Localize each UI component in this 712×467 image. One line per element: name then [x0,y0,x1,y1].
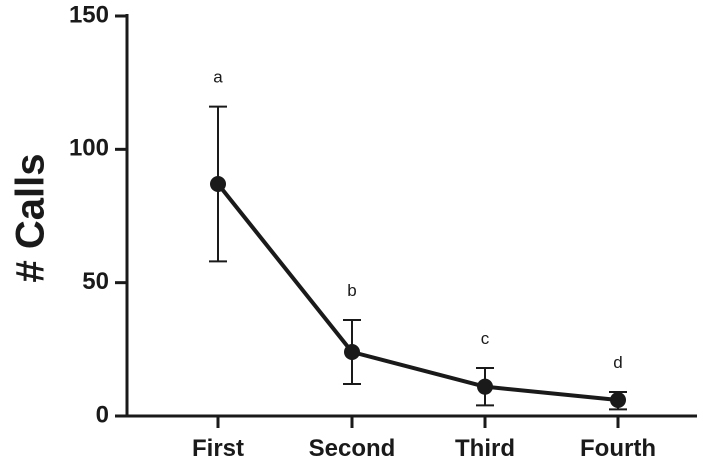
x-tick-label: First [192,435,244,462]
data-point [210,176,226,192]
series-line [216,182,619,402]
data-point [477,378,493,395]
y-tick-label: 100 [69,135,109,162]
axes: 0 50 100 150 First Second Third Fourth [69,1,697,462]
significance-label: d [613,353,622,372]
y-axis-label: # Calls [9,154,53,283]
x-tick-label: Fourth [580,435,656,462]
data-point [610,392,626,408]
significance-label: c [481,329,490,348]
significance-label: b [347,281,356,300]
data-marks: a b c d [209,68,627,411]
significance-label: a [213,68,223,87]
x-tick-label: Second [309,435,396,462]
data-point [344,344,360,360]
y-tick-label: 150 [69,1,109,28]
y-tick-label: 50 [82,268,109,295]
x-tick-label: Third [455,435,515,462]
y-tick-label: 0 [96,401,109,428]
